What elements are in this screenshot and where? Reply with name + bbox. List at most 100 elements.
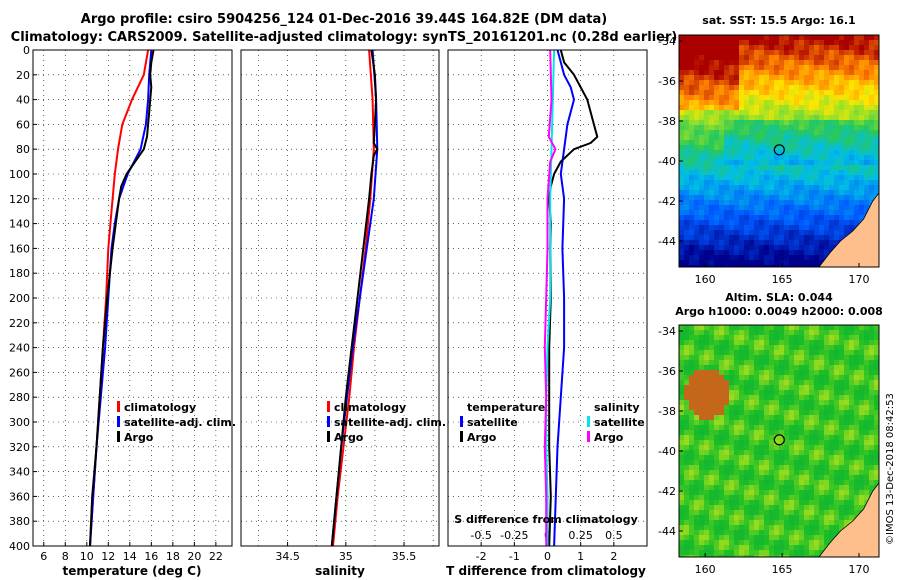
map-cell — [689, 485, 694, 490]
map-cell — [779, 465, 784, 470]
map-cell — [834, 390, 839, 395]
map-cell — [814, 550, 819, 555]
map-cell — [749, 150, 754, 155]
map-cell — [799, 410, 804, 415]
map-cell — [864, 165, 869, 170]
map-cell — [709, 520, 714, 525]
map-cell — [779, 155, 784, 160]
map-cell — [799, 150, 804, 155]
map-cell — [829, 115, 834, 120]
map-cell — [854, 365, 859, 370]
map-cell — [864, 445, 869, 450]
map-cell — [844, 185, 849, 190]
map-cell — [684, 465, 689, 470]
map-cell — [729, 535, 734, 540]
map-cell — [779, 470, 784, 475]
map-cell — [724, 180, 729, 185]
map-cell — [744, 80, 749, 85]
map-cell — [684, 230, 689, 235]
map-cell — [864, 205, 869, 210]
map-cell — [784, 60, 789, 65]
map-cell — [764, 325, 769, 330]
map-cell — [744, 105, 749, 110]
map-cell — [789, 515, 794, 520]
map-cell — [689, 525, 694, 530]
map-cell — [789, 105, 794, 110]
legend-t-argo-label: Argo — [467, 431, 497, 444]
map-cell — [729, 345, 734, 350]
map-cell — [754, 510, 759, 515]
map-cell — [739, 50, 744, 55]
map-cell — [784, 415, 789, 420]
map-cell — [789, 50, 794, 55]
map-cell — [709, 385, 714, 390]
map-cell — [864, 155, 869, 160]
map-cell — [739, 190, 744, 195]
map-cell — [739, 265, 744, 267]
map-cell — [734, 450, 739, 455]
map-cell — [699, 75, 704, 80]
map-cell — [709, 405, 714, 410]
map-cell — [784, 425, 789, 430]
map-cell — [774, 255, 779, 260]
map-cell — [779, 230, 784, 235]
map-cell — [684, 125, 689, 130]
map-cell — [839, 465, 844, 470]
map-cell — [869, 385, 874, 390]
map-cell — [869, 50, 874, 55]
map-cell — [819, 60, 824, 65]
map-cell — [734, 125, 739, 130]
x-tick-label: 6 — [40, 550, 47, 563]
map-cell — [794, 515, 799, 520]
map-cell — [704, 240, 709, 245]
map-cell — [719, 500, 724, 505]
map-cell — [699, 85, 704, 90]
map-cell — [824, 530, 829, 535]
map-cell — [679, 230, 684, 235]
map-cell — [834, 165, 839, 170]
map-cell — [779, 190, 784, 195]
map-cell — [714, 530, 719, 535]
map-cell — [779, 115, 784, 120]
map-cell — [799, 330, 804, 335]
map-cell — [834, 50, 839, 55]
map-cell — [859, 140, 864, 145]
map-cell — [679, 185, 684, 190]
map-cell — [824, 45, 829, 50]
map-cell — [869, 400, 874, 405]
map-cell — [704, 185, 709, 190]
map-cell — [834, 490, 839, 495]
map-cell — [789, 540, 794, 545]
map-cell — [824, 50, 829, 55]
map-cell — [704, 245, 709, 250]
map-cell — [764, 70, 769, 75]
map-cell — [719, 545, 724, 550]
map-cell — [719, 140, 724, 145]
map-cell — [869, 105, 874, 110]
map-cell — [694, 535, 699, 540]
map-cell — [859, 100, 864, 105]
map-cell — [689, 230, 694, 235]
map-cell — [739, 160, 744, 165]
map-cell — [719, 345, 724, 350]
map-cell — [804, 180, 809, 185]
map-cell — [759, 230, 764, 235]
map-cell — [789, 40, 794, 45]
map-cell — [694, 125, 699, 130]
map-cell — [714, 210, 719, 215]
map-cell — [774, 240, 779, 245]
map-cell — [734, 265, 739, 267]
map-cell — [849, 55, 854, 60]
map-cell — [749, 445, 754, 450]
map-cell — [694, 540, 699, 545]
map-cell — [809, 150, 814, 155]
map-cell — [694, 415, 699, 420]
map-cell — [739, 35, 744, 40]
map-cell — [689, 360, 694, 365]
map-cell — [874, 190, 879, 195]
map-cell — [694, 545, 699, 550]
map-cell — [764, 545, 769, 550]
map-cell — [739, 45, 744, 50]
map-cell — [839, 130, 844, 135]
map-cell — [854, 330, 859, 335]
